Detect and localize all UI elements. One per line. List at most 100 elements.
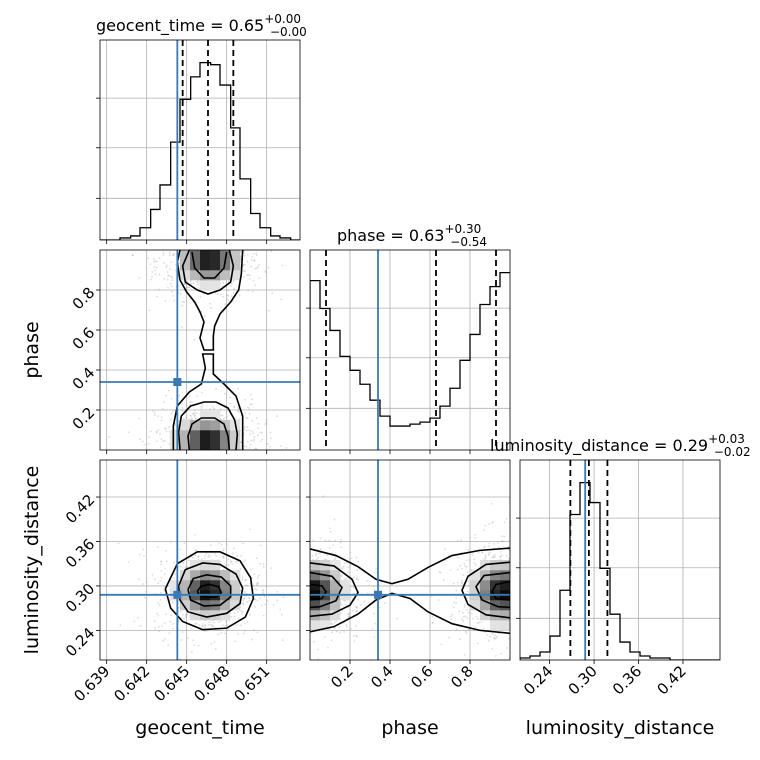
pair-luminosity-distance-vs-phase-sample-point xyxy=(537,574,539,576)
x-axis-label-geocent-time: geocent_time xyxy=(135,717,264,739)
pair-luminosity-distance-vs-phase-sample-point xyxy=(291,616,293,618)
pair-phase-vs-geocent-time-sample-point xyxy=(219,458,221,460)
pair-luminosity-distance-vs-phase-sample-point xyxy=(516,556,518,558)
pair-phase-vs-geocent-time-sample-point xyxy=(217,232,219,234)
pair-luminosity-distance-vs-phase-sample-point xyxy=(317,556,319,559)
pair-phase-vs-geocent-time-sample-point xyxy=(205,462,207,464)
pair-luminosity-distance-vs-phase-sample-point xyxy=(353,592,356,595)
pair-luminosity-distance-vs-phase-sample-point xyxy=(296,578,298,580)
pair-luminosity-distance-vs-phase-sample-point xyxy=(553,606,555,608)
y-tick-label-phase: 0.6 xyxy=(69,324,99,354)
panel-hist-luminosity-distance: 0.24 0.30 0.36 0.42 xyxy=(516,459,721,698)
pair-phase-vs-geocent-time-sample-point xyxy=(149,430,152,433)
pair-luminosity-distance-vs-phase-sample-point xyxy=(276,556,278,558)
pair-luminosity-distance-vs-phase-sample-point xyxy=(484,545,486,548)
pair-luminosity-distance-vs-phase-sample-point xyxy=(328,539,331,542)
pair-phase-vs-geocent-time-sample-point xyxy=(243,463,245,465)
pair-phase-vs-geocent-time-sample-point xyxy=(161,440,164,443)
pair-phase-vs-geocent-time-sample-point xyxy=(191,245,193,247)
pair-luminosity-distance-vs-phase-sample-point xyxy=(306,558,308,560)
pair-luminosity-distance-vs-phase-sample-point xyxy=(375,567,377,570)
pair-luminosity-distance-vs-phase-sample-point xyxy=(356,609,358,612)
pair-luminosity-distance-vs-phase-sample-point xyxy=(558,577,560,579)
pair-luminosity-distance-vs-phase-sample-point xyxy=(355,605,357,608)
pair-luminosity-distance-vs-geocent-time-sample-point xyxy=(244,579,247,582)
pair-luminosity-distance-vs-phase-sample-point xyxy=(275,595,277,597)
pair-luminosity-distance-vs-phase-sample-point xyxy=(467,549,469,551)
pair-luminosity-distance-vs-phase-sample-point xyxy=(348,615,351,618)
pair-luminosity-distance-vs-phase-sample-point xyxy=(541,591,543,593)
pair-luminosity-distance-vs-phase-sample-point xyxy=(530,601,532,603)
pair-phase-vs-geocent-time-sample-point xyxy=(216,228,218,230)
pair-luminosity-distance-vs-phase-sample-point xyxy=(290,572,292,574)
x-tick-label-phase: 0.8 xyxy=(447,662,477,692)
pair-luminosity-distance-vs-phase-sample-point xyxy=(344,600,347,603)
pair-luminosity-distance-vs-phase-sample-point xyxy=(524,595,526,597)
pair-luminosity-distance-vs-phase-sample-point xyxy=(477,551,480,554)
pair-luminosity-distance-vs-geocent-time-density-cell xyxy=(180,570,191,581)
x-axis-label-phase: phase xyxy=(381,717,438,739)
pair-phase-vs-geocent-time-sample-point xyxy=(248,278,251,280)
pair-phase-vs-geocent-time-sample-point xyxy=(137,451,139,453)
pair-luminosity-distance-vs-phase-sample-point xyxy=(357,560,360,563)
pair-luminosity-distance-vs-phase-sample-point xyxy=(459,564,462,567)
pair-luminosity-distance-vs-phase-sample-point xyxy=(480,621,483,624)
pair-phase-vs-geocent-time-sample-point xyxy=(185,248,187,250)
pair-luminosity-distance-vs-phase-sample-point xyxy=(513,654,515,656)
pair-phase-vs-geocent-time-sample-point xyxy=(213,225,215,227)
pair-phase-vs-geocent-time-sample-point xyxy=(208,471,210,473)
pair-phase-vs-geocent-time-sample-point xyxy=(213,408,215,411)
pair-luminosity-distance-vs-geocent-time-sample-point xyxy=(186,614,189,616)
pair-phase-vs-geocent-time-sample-point xyxy=(179,292,182,295)
pair-phase-vs-geocent-time-sample-point xyxy=(285,447,288,449)
pair-luminosity-distance-vs-phase-sample-point xyxy=(527,622,529,624)
pair-luminosity-distance-vs-phase-sample-point xyxy=(338,631,341,634)
pair-phase-vs-geocent-time-sample-point xyxy=(190,244,192,246)
title-geocent-time-sub: −0.00 xyxy=(270,25,307,39)
pair-luminosity-distance-vs-phase-sample-point xyxy=(535,548,537,550)
pair-luminosity-distance-vs-phase-sample-point xyxy=(276,564,278,566)
pair-luminosity-distance-vs-phase-sample-point xyxy=(500,652,502,655)
pair-luminosity-distance-vs-phase-sample-point xyxy=(529,552,531,554)
pair-phase-vs-geocent-time-sample-point xyxy=(157,468,159,470)
pair-luminosity-distance-vs-phase-sample-point xyxy=(275,562,277,564)
pair-luminosity-distance-vs-phase-sample-point xyxy=(525,565,527,567)
pair-phase-vs-geocent-time-sample-point xyxy=(189,221,191,223)
pair-luminosity-distance-vs-phase-sample-point xyxy=(530,599,532,601)
pair-phase-vs-geocent-time-sample-point xyxy=(192,235,194,237)
pair-luminosity-distance-vs-phase-sample-point xyxy=(512,579,514,581)
pair-phase-vs-geocent-time-sample-point xyxy=(214,233,216,235)
pair-luminosity-distance-vs-phase-sample-point xyxy=(499,555,502,558)
pair-phase-vs-geocent-time-sample-point xyxy=(191,241,193,243)
pair-luminosity-distance-vs-geocent-time-sample-point xyxy=(221,555,224,558)
pair-luminosity-distance-vs-phase-sample-point xyxy=(307,600,309,602)
pair-phase-vs-geocent-time-sample-point xyxy=(165,457,167,459)
pair-luminosity-distance-vs-phase-sample-point xyxy=(305,643,307,645)
pair-phase-vs-geocent-time-sample-point xyxy=(245,461,247,463)
pair-luminosity-distance-vs-phase-sample-point xyxy=(284,606,286,608)
pair-phase-vs-geocent-time-sample-point xyxy=(200,240,202,242)
pair-phase-vs-geocent-time-sample-point xyxy=(221,237,223,239)
pair-luminosity-distance-vs-geocent-time-sample-point xyxy=(180,639,183,641)
pair-luminosity-distance-vs-phase-sample-point xyxy=(307,635,309,637)
hist-geocent-time-frame xyxy=(99,39,301,241)
pair-phase-vs-geocent-time-sample-point xyxy=(205,225,207,227)
pair-luminosity-distance-vs-phase-sample-point xyxy=(302,548,304,550)
pair-phase-vs-geocent-time-sample-point xyxy=(200,237,202,239)
pair-phase-vs-geocent-time-sample-point xyxy=(193,491,195,493)
pair-luminosity-distance-vs-phase-sample-point xyxy=(301,555,303,557)
pair-luminosity-distance-vs-phase-sample-point xyxy=(440,643,443,646)
pair-phase-vs-geocent-time-sample-point xyxy=(262,219,264,221)
pair-phase-vs-geocent-time-sample-point xyxy=(216,243,218,245)
pair-phase-vs-geocent-time-density-cell xyxy=(220,250,231,261)
pair-luminosity-distance-vs-phase-sample-point xyxy=(303,542,305,544)
pair-luminosity-distance-vs-phase-sample-point xyxy=(295,619,297,621)
pair-phase-vs-geocent-time-sample-point xyxy=(212,231,214,233)
pair-phase-vs-geocent-time-density-cell xyxy=(170,440,181,450)
pair-phase-vs-geocent-time-sample-point xyxy=(181,304,183,307)
pair-luminosity-distance-vs-geocent-time-sample-point xyxy=(165,560,168,563)
pair-luminosity-distance-vs-geocent-time-sample-point xyxy=(276,590,279,593)
pair-luminosity-distance-vs-phase-sample-point xyxy=(294,644,296,646)
pair-luminosity-distance-vs-phase-sample-point xyxy=(466,617,469,620)
pair-phase-vs-geocent-time-sample-point xyxy=(244,270,247,272)
